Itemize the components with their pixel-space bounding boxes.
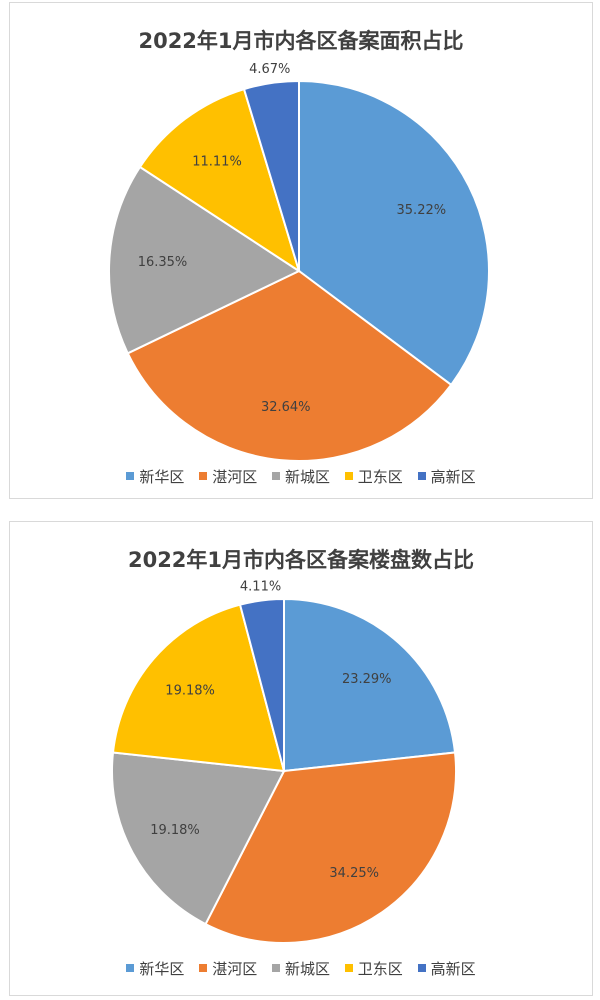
legend-swatch-icon [344,964,353,972]
legend-swatch-icon [344,472,353,480]
pie-slice-xincheng [111,751,286,926]
pie-slice-gaoxin [238,597,285,772]
data-label-weidong: 19.18% [165,683,215,698]
project-count-pie: 23.29% 34.25% 19.18% 19.18% 4.11% [111,580,457,944]
data-label-xincheng: 19.18% [150,823,200,838]
legend-swatch-icon [271,964,280,972]
pie-slice-zhanhe [204,751,457,944]
project-count-chart-panel: 2022年1月市内各区备案楼盘数占比 23.29% 34.25% 19.18% 19.… [9,521,593,996]
legend-item-zhanhe: 湛河区 [199,466,257,487]
data-label-gaoxin: 4.11% [240,580,281,595]
data-label-xinhua: 23.29% [342,672,392,687]
legend-item-zhanhe: 湛河区 [199,958,257,979]
data-label-xincheng: 16.35% [138,255,188,270]
legend-item-xinhua: 新华区 [126,958,184,979]
area-share-pie: 35.22% 32.64% 16.35% 11.11% 4.67% [108,62,490,462]
legend-item-weidong: 卫东区 [344,466,403,487]
legend-item-gaoxin: 高新区 [417,958,476,979]
legend-item-xincheng: 新城区 [271,958,330,979]
data-label-weidong: 11.11% [192,154,242,169]
legend-item-gaoxin: 高新区 [417,466,476,487]
pie-slice-xinhua [283,597,457,773]
legend-swatch-icon [271,472,280,480]
chart-title: 2022年1月市内各区备案楼盘数占比 [127,548,475,572]
pie-slice-xinhua [298,79,490,387]
legend-item-xinhua: 新华区 [126,466,184,487]
data-label-zhanhe: 34.25% [329,866,379,881]
pie-slice-weidong [111,603,286,773]
legend-swatch-icon [199,964,208,972]
legend-swatch-icon [199,472,208,480]
pie-slice-weidong [138,87,301,274]
pie-slice-gaoxin [242,79,300,272]
legend-swatch-icon [126,472,135,480]
legend-swatch-icon [417,964,426,972]
legend-swatch-icon [417,472,426,480]
data-label-zhanhe: 32.64% [261,400,311,415]
legend-item-weidong: 卫东区 [344,958,403,979]
pie-slice-zhanhe [126,269,453,462]
chart-title: 2022年1月市内各区备案面积占比 [138,29,464,53]
data-label-xinhua: 35.22% [397,203,447,218]
legend-item-xincheng: 新城区 [271,466,330,487]
data-label-gaoxin: 4.67% [249,62,290,77]
legend-swatch-icon [126,964,135,972]
pie-slice-xincheng [108,165,302,355]
chart-legend: 新华区 湛河区 新城区 卫东区 高新区 [10,466,592,487]
area-share-chart-panel: 2022年1月市内各区备案面积占比 35.22% 32.64% 16.35% 11.1… [9,2,593,499]
chart-legend: 新华区 湛河区 新城区 卫东区 高新区 [10,958,592,979]
